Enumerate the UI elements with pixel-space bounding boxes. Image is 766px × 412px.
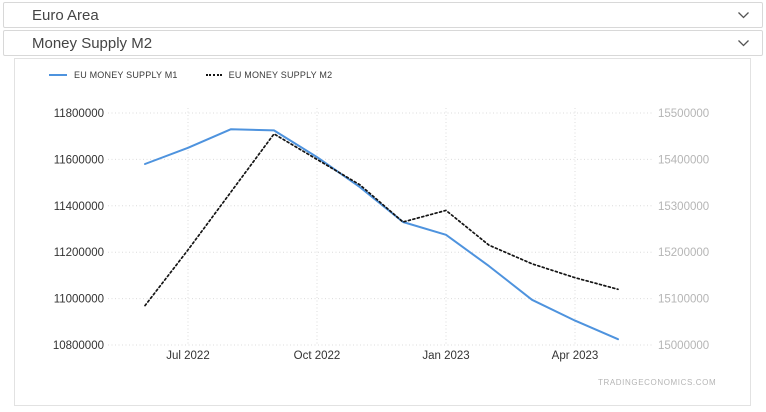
chart-card: EU MONEY SUPPLY M1 EU MONEY SUPPLY M2 <box>14 58 751 406</box>
legend-line-solid-icon <box>49 74 67 76</box>
chevron-down-icon <box>737 39 750 48</box>
legend-line-dotted-icon <box>205 74 222 76</box>
country-dropdown-value: Euro Area <box>32 6 99 24</box>
legend-item-m1[interactable]: EU MONEY SUPPLY M1 <box>49 70 178 80</box>
legend-label-m2: EU MONEY SUPPLY M2 <box>228 70 333 80</box>
indicator-dropdown-value: Money Supply M2 <box>32 34 153 52</box>
legend-label-m1: EU MONEY SUPPLY M1 <box>74 70 178 80</box>
watermark-link[interactable]: TRADINGECONOMICS.COM <box>598 378 717 387</box>
chart-legend: EU MONEY SUPPLY M1 EU MONEY SUPPLY M2 <box>49 70 332 80</box>
indicator-dropdown[interactable]: Money Supply M2 <box>3 30 763 56</box>
legend-item-m2[interactable]: EU MONEY SUPPLY M2 <box>205 70 333 80</box>
chevron-down-icon <box>737 11 750 20</box>
country-dropdown[interactable]: Euro Area <box>3 2 763 28</box>
